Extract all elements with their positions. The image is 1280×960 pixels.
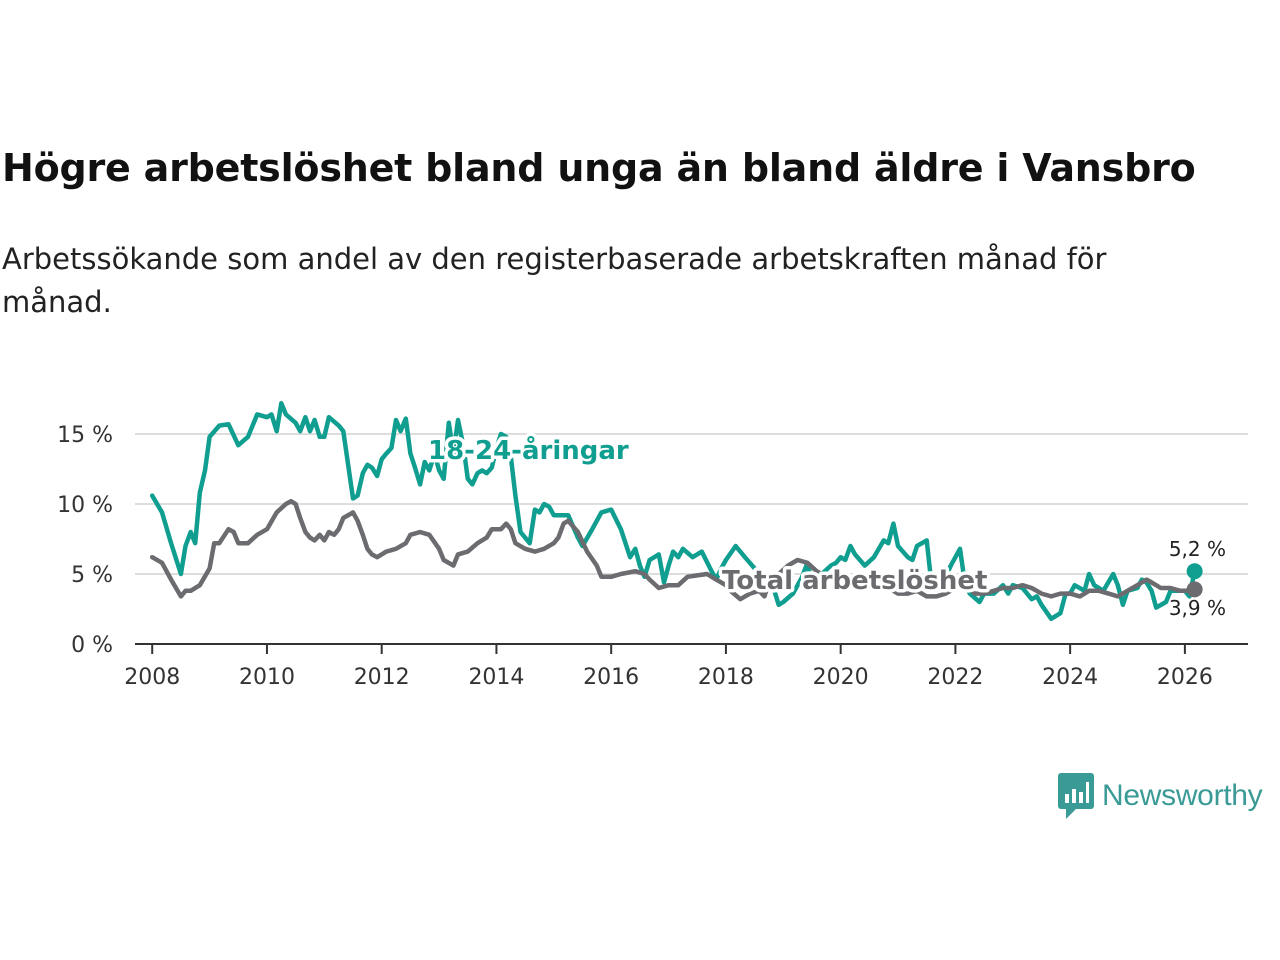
series-end-point-0 [1186,563,1203,580]
x-tick-label: 2008 [124,665,180,690]
x-tick-label: 2010 [239,665,295,690]
series-end-point-1 [1186,581,1203,598]
y-tick-label: 10 % [57,493,113,518]
x-tick-label: 2020 [813,665,869,690]
y-tick-label: 0 % [71,633,113,658]
series-label-total: Total arbetslöshet [722,566,987,596]
x-tick-label: 2012 [354,665,410,690]
x-tick-label: 2014 [468,665,524,690]
chart-subtitle: Arbetssökande som andel av den registerb… [2,242,1107,319]
series-line-1 [149,498,1197,602]
y-tick-label: 5 % [71,563,113,588]
x-tick-label: 2016 [583,665,639,690]
chart-title: Högre arbetslöshet bland unga än bland ä… [2,146,1196,190]
series-layer [149,400,1203,622]
x-tick-label: 2022 [927,665,983,690]
end-value-label-youth: 5,2 % [1169,537,1226,561]
newsworthy-logo-icon [1058,773,1094,819]
series-label-youth: 18-24-åringar [428,434,629,466]
y-tick-label: 15 % [57,423,113,448]
x-tick-label: 2026 [1157,665,1213,690]
label-layer: 18-24-åringar Total arbetslöshet 5,2 % 3,9 … [425,431,1227,621]
brand-logo: Newsworthy [1058,772,1263,820]
brand-name: Newsworthy [1102,779,1263,812]
end-value-label-total: 3,9 % [1169,596,1226,620]
x-tick-label: 2018 [698,665,754,690]
x-tick-label: 2024 [1042,665,1098,690]
